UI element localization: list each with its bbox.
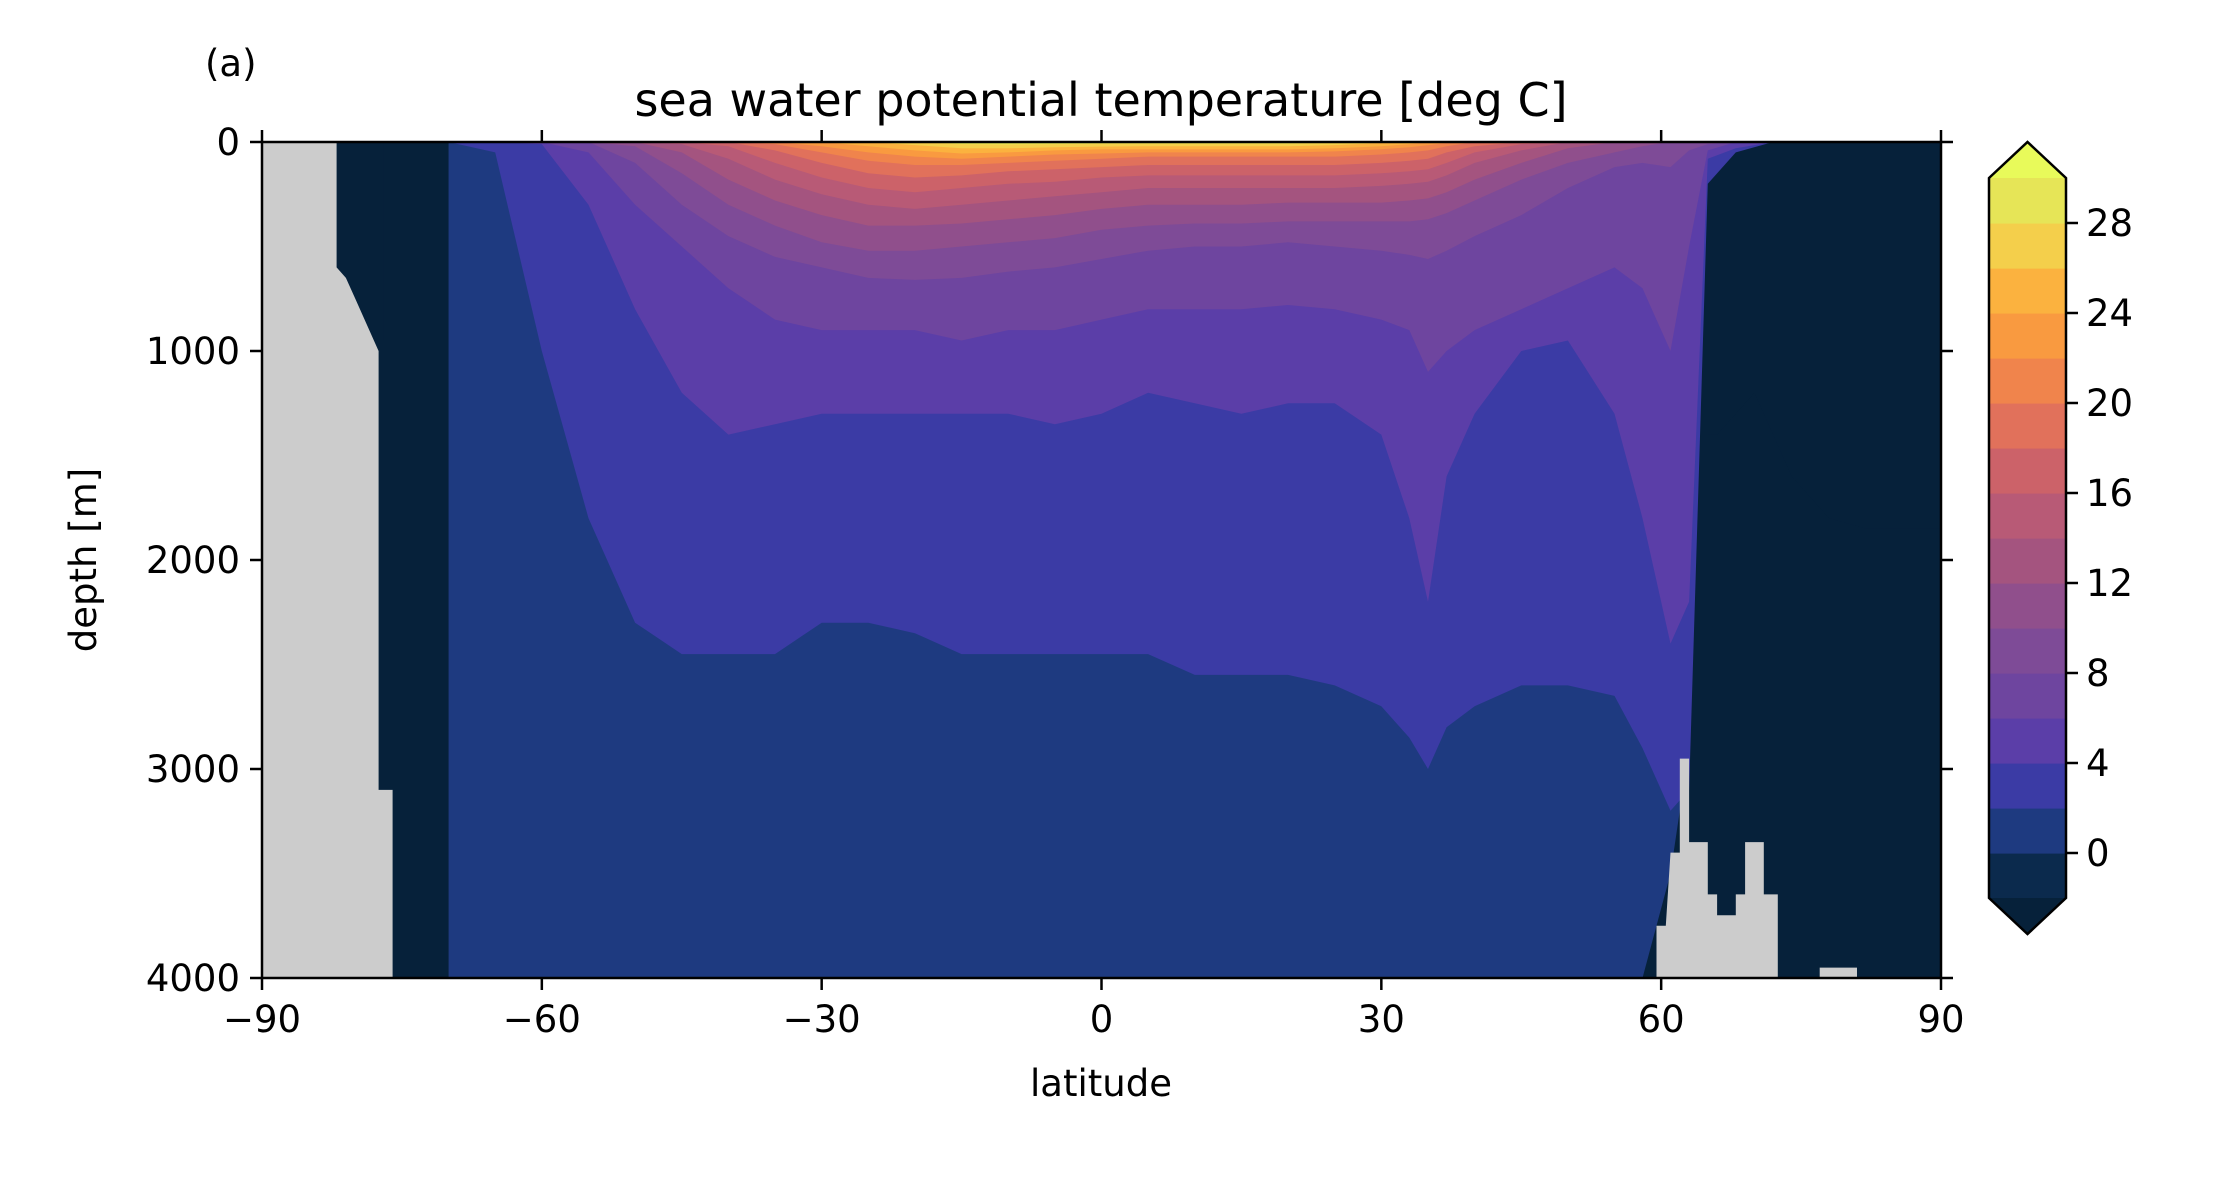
x-tick-label: 0	[1090, 998, 1114, 1041]
field-band-22	[448, 142, 1941, 159]
land-ridge-61	[1656, 758, 1778, 978]
south-shelf-cold-water	[336, 142, 384, 341]
land-antarctica	[262, 142, 393, 978]
x-tick-label: 60	[1638, 998, 1685, 1041]
field-band-20	[448, 142, 1941, 165]
north-deep-cold-water	[1707, 392, 1941, 978]
field-band-26	[448, 142, 1941, 149]
chart-title: sea water potential temperature [deg C]	[634, 73, 1567, 127]
x-axis-title: latitude	[1030, 1062, 1172, 1105]
colorbar-outline	[1987, 140, 2068, 936]
y-tick-label: 3000	[146, 748, 240, 791]
colorbar-band	[1989, 853, 2066, 899]
colorbar-band	[1989, 718, 2066, 764]
colorbar-tick-label: 28	[2086, 202, 2133, 245]
colorbar-band	[1989, 673, 2066, 719]
colorbar-under-extension	[1989, 898, 2066, 934]
plot-area	[262, 142, 1941, 978]
y-tick-label: 4000	[146, 957, 240, 1000]
colorbar-band	[1989, 628, 2066, 674]
colorbar-tick-label: 24	[2086, 292, 2133, 335]
colorbar: 0 4 8 12 16 20 24 28	[1987, 140, 2133, 936]
colorbar-band	[1989, 538, 2066, 584]
colorbar-band	[1989, 268, 2066, 314]
colorbar-over-extension	[1989, 142, 2066, 178]
colorbar-tick-label: 16	[2086, 472, 2133, 515]
temperature-field	[262, 142, 1941, 978]
colorbar-tick-label: 4	[2086, 742, 2110, 785]
colorbar-band	[1989, 493, 2066, 539]
colorbar-band	[1989, 448, 2066, 494]
x-tick-label: −60	[503, 998, 581, 1041]
colorbar-tick-label: 0	[2086, 832, 2110, 875]
colorbar-band	[1989, 808, 2066, 854]
y-axis: 0 1000 2000 3000 4000	[146, 121, 1953, 1000]
y-tick-label: 2000	[146, 539, 240, 582]
colorbar-tick-label: 20	[2086, 382, 2133, 425]
x-tick-label: −90	[223, 998, 301, 1041]
field-band-24	[448, 142, 1941, 154]
colorbar-tick-label: 12	[2086, 562, 2133, 605]
y-axis-title: depth [m]	[62, 468, 105, 652]
land-mask	[262, 142, 1857, 978]
colorbar-band	[1989, 178, 2066, 224]
x-tick-label: −30	[783, 998, 861, 1041]
colorbar-band	[1989, 358, 2066, 404]
colorbar-band	[1989, 403, 2066, 449]
colorbar-band	[1989, 313, 2066, 359]
panel-label: (a)	[205, 42, 257, 85]
x-tick-label: 90	[1917, 998, 1964, 1041]
land-shelf-78	[1819, 967, 1857, 978]
colorbar-tick-label: 8	[2086, 652, 2110, 695]
x-tick-label: 30	[1358, 998, 1405, 1041]
x-axis: −90 −60 −30 0 30 60 90	[223, 130, 1965, 1041]
y-tick-label: 1000	[146, 330, 240, 373]
y-tick-label: 0	[216, 121, 240, 164]
colorbar-band	[1989, 583, 2066, 629]
colorbar-band	[1989, 223, 2066, 269]
colorbar-band	[1989, 763, 2066, 809]
